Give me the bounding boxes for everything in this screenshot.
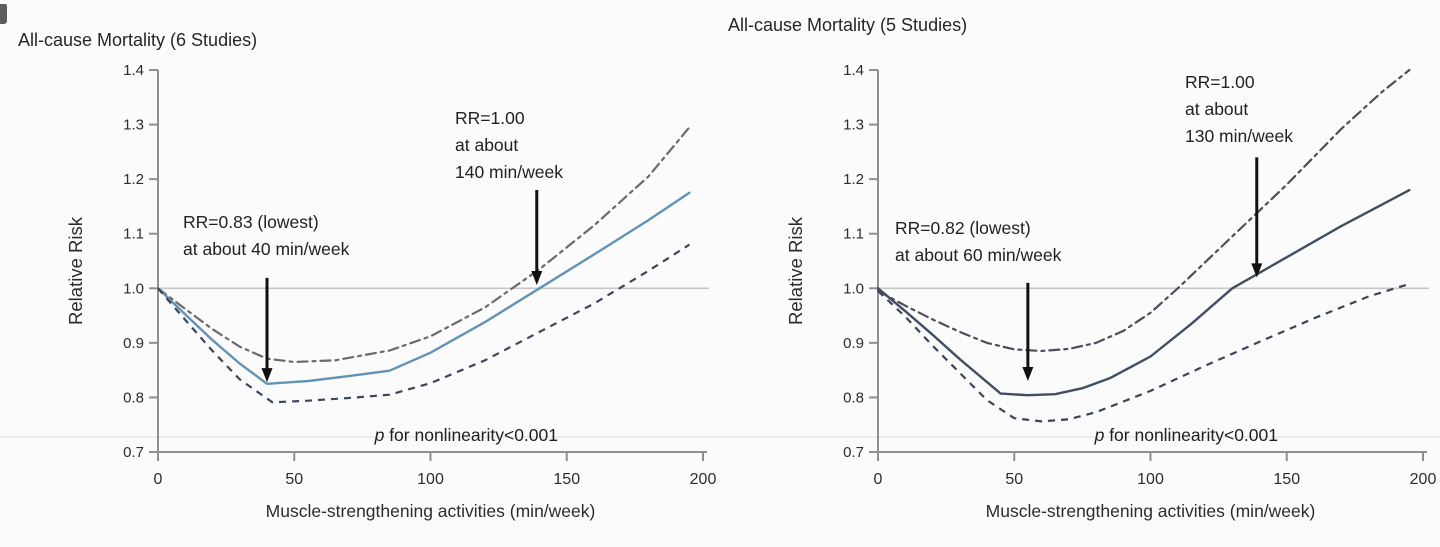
y-tick-label: 0.9 (123, 335, 144, 352)
p-nonlinearity-note: p for nonlinearity<0.001 (1094, 425, 1278, 445)
chart-panel-all-cause-6-studies: 1.4 1.3 1.2 1.1 1.0 0.9 0.8 0.7 0 50 100 150 200 RR=0… (18, 30, 717, 521)
annotation-text: at about 40 min/week (183, 239, 350, 259)
x-tick-label: 0 (874, 471, 883, 488)
y-axis-label: Relative Risk (65, 216, 86, 325)
annotation-arrowhead (531, 271, 543, 286)
y-tick-label: 1.0 (843, 280, 864, 297)
y-tick-label: 1.3 (843, 117, 864, 134)
y-tick-label: 1.4 (843, 62, 864, 79)
p-note-italic: p (1094, 425, 1105, 445)
y-tick-label: 1.4 (123, 62, 144, 79)
y-tick-label: 1.0 (123, 280, 144, 297)
x-axis-label: Muscle-strengthening activities (min/wee… (986, 501, 1316, 521)
series-pooled-relative-risk (156, 191, 691, 385)
chart-panel-all-cause-5-studies: 1.4 1.3 1.2 1.1 1.0 0.9 0.8 0.7 0 50 100 150 200 RR=0… (720, 0, 1440, 547)
y-tick-label: 0.9 (843, 335, 864, 352)
x-tick-label: 50 (285, 471, 303, 488)
y-tick-label: 1.1 (123, 226, 144, 243)
p-nonlinearity-note: p for nonlinearity<0.001 (374, 425, 558, 445)
x-tick-label: 200 (690, 471, 717, 488)
annotation-arrowhead (1022, 367, 1034, 382)
annotation-text: RR=0.83 (lowest) (183, 212, 319, 232)
series-upper-95ci (876, 68, 1411, 353)
annotation-arrowhead (261, 368, 273, 383)
annotation-text: 130 min/week (1185, 126, 1293, 146)
chart-title: All-cause Mortality (5 Studies) (728, 15, 967, 35)
annotation-text: at about (1185, 99, 1248, 119)
x-axis-label: Muscle-strengthening activities (min/wee… (266, 501, 596, 521)
annotation-text: 140 min/week (455, 162, 563, 182)
chart-svg: 1.4 1.3 1.2 1.1 1.0 0.9 0.8 0.7 0 50 100 150 200 RR=0… (728, 15, 1437, 521)
y-tick-label: 0.7 (123, 444, 144, 461)
y-tick-label: 1.2 (123, 171, 144, 188)
series-lower-95ci (877, 282, 1410, 423)
annotation-text: RR=1.00 (455, 108, 525, 128)
y-tick-label: 0.8 (123, 389, 144, 406)
y-tick-label: 0.8 (843, 389, 864, 406)
x-tick-label: 0 (154, 471, 163, 488)
x-tick-label: 150 (1273, 471, 1300, 488)
annotation-text: at about 60 min/week (895, 245, 1062, 265)
y-tick-label: 1.2 (843, 171, 864, 188)
annotation-arrowhead (1251, 263, 1263, 278)
p-note-italic: p (374, 425, 385, 445)
x-tick-label: 50 (1005, 471, 1023, 488)
series-pooled-relative-risk (876, 188, 1411, 397)
chart-title: All-cause Mortality (6 Studies) (18, 30, 257, 50)
series-lower-95ci (157, 243, 690, 404)
annotation-text: at about (455, 135, 518, 155)
axis-spines (157, 70, 707, 453)
annotation-text: RR=0.82 (lowest) (895, 218, 1031, 238)
y-tick-label: 0.7 (843, 444, 864, 461)
video-artifact-line (0, 436, 1440, 438)
p-note-rest: for nonlinearity<0.001 (1104, 425, 1278, 445)
x-tick-label: 100 (1137, 471, 1164, 488)
x-tick-label: 100 (417, 471, 444, 488)
x-tick-label: 200 (1410, 471, 1437, 488)
y-tick-label: 1.1 (843, 226, 864, 243)
corner-artifact (0, 4, 7, 24)
x-tick-label: 150 (553, 471, 580, 488)
y-tick-label: 1.3 (123, 117, 144, 134)
series-upper-95ci (156, 126, 691, 364)
annotation-text: RR=1.00 (1185, 72, 1255, 92)
chart-svg: 1.4 1.3 1.2 1.1 1.0 0.9 0.8 0.7 0 50 100 150 200 RR=0… (18, 30, 717, 521)
p-note-rest: for nonlinearity<0.001 (384, 425, 558, 445)
y-axis-label: Relative Risk (785, 216, 806, 325)
